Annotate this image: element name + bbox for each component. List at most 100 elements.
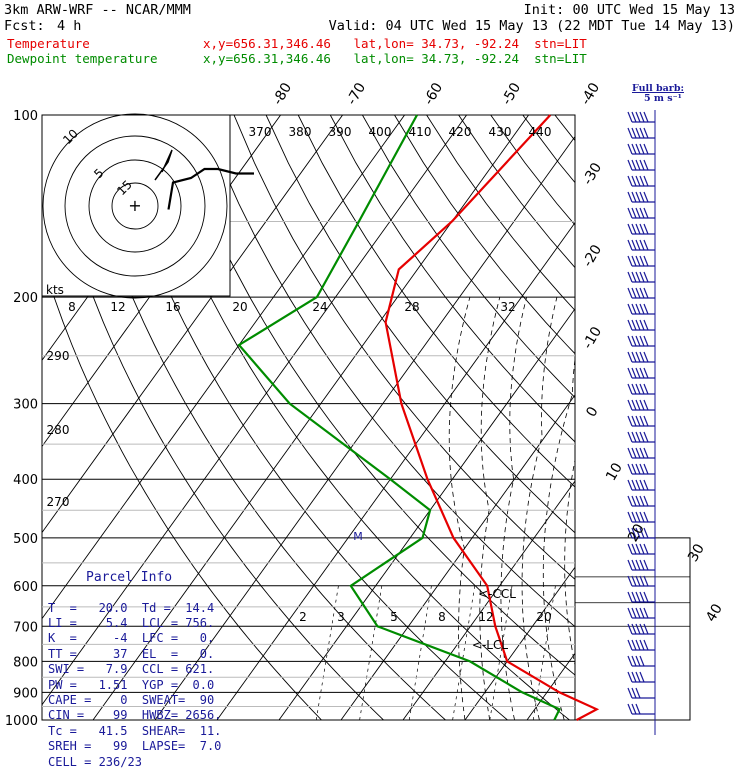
wind-barb-feather	[632, 224, 636, 234]
wind-barb-feather	[632, 592, 636, 602]
wind-barb-feather	[640, 496, 644, 506]
wind-barb-feather	[644, 416, 648, 426]
theta-e-label: 28	[404, 300, 419, 314]
wind-barb-feather	[644, 128, 648, 138]
mixing-ratio-label: 3	[337, 610, 345, 624]
wind-barb-feather	[636, 256, 640, 266]
dry-adiabat-line	[362, 115, 740, 720]
pressure-tick-label: 300	[13, 398, 38, 413]
dry-adiabat-line	[459, 115, 740, 720]
temperature-axis-label: 0	[583, 404, 601, 420]
dry-adiabat-line	[170, 115, 632, 720]
wind-barb-feather	[644, 240, 648, 250]
mixing-ratio-line	[453, 586, 475, 720]
wind-barb-feather	[632, 304, 636, 314]
wind-barb-feather	[644, 592, 648, 602]
dry-adiabat-line	[683, 115, 740, 720]
wind-barb-feather	[628, 192, 632, 202]
wind-barb-feather	[636, 336, 640, 346]
wind-barb	[628, 432, 655, 442]
wind-barb-feather	[636, 640, 640, 650]
theta-e-label: 16	[165, 300, 180, 314]
wind-barb-feather	[636, 192, 640, 202]
temperature-axis-label: -20	[580, 242, 605, 270]
wind-barb-feather	[632, 512, 636, 522]
wind-barb-feather	[640, 416, 644, 426]
sounding-curves	[239, 115, 597, 720]
wind-barb-feather	[640, 560, 644, 570]
wind-barb	[628, 512, 655, 522]
theta-e-label: 32	[500, 300, 515, 314]
moist-adiabat-line	[480, 297, 500, 720]
temperature-axis-label: -70	[344, 80, 369, 108]
theta-label: 420	[449, 125, 472, 139]
wind-barb-feather	[640, 128, 644, 138]
wind-barb-feather	[644, 208, 648, 218]
wind-barb-feather	[636, 304, 640, 314]
dry-adiabat-line	[330, 115, 740, 720]
wind-barb-feather	[628, 336, 632, 346]
wind-barb	[628, 592, 655, 602]
wind-barb	[628, 320, 655, 330]
wind-barb	[628, 656, 655, 666]
wind-barb-feather	[636, 576, 640, 586]
wind-barb-feather	[628, 464, 632, 474]
wind-barb-feather	[644, 432, 648, 442]
wind-barb-feather	[632, 544, 636, 554]
dry-adiabat-line	[523, 115, 740, 720]
wind-barb-feather	[632, 256, 636, 266]
lcl-marker: <-LCL	[472, 638, 508, 652]
wind-barb-feather	[644, 304, 648, 314]
wind-barb-feather	[640, 592, 644, 602]
wind-barb-feather	[628, 576, 632, 586]
wind-barb-feather	[628, 672, 632, 682]
wind-barb	[628, 160, 655, 170]
wind-barb-feather	[644, 480, 648, 490]
mixing-ratio-label: 2	[299, 610, 307, 624]
wind-barb-feather	[640, 144, 644, 154]
wind-barb-feather	[628, 480, 632, 490]
wind-barb-feather	[636, 384, 640, 394]
wind-barb-feather	[640, 112, 644, 122]
wind-barb-feather	[632, 560, 636, 570]
wind-barb-feather	[632, 288, 636, 298]
wind-barb-feather	[640, 672, 644, 682]
theta-label-side: 270	[47, 495, 70, 509]
wind-barb-feather	[632, 160, 636, 170]
wind-barb	[628, 464, 655, 474]
wind-barb-feather	[628, 640, 632, 650]
pressure-tick-label: 900	[13, 686, 38, 701]
wind-barb-feather	[628, 256, 632, 266]
theta-label-side: 290	[47, 349, 70, 363]
pressure-tick-label: 1000	[5, 714, 38, 729]
wind-barb-feather	[640, 208, 644, 218]
wind-barb-feather	[640, 368, 644, 378]
wind-barb-feather	[640, 480, 644, 490]
wind-barb-feather	[644, 512, 648, 522]
wind-barb-feather	[640, 320, 644, 330]
skew-extension-outline	[575, 538, 690, 720]
mixing-ratio-label: 5	[390, 610, 398, 624]
wind-barb-feather	[636, 496, 640, 506]
wind-barb-feather	[636, 560, 640, 570]
parcel-info-row: PW = 1.51 YGP = 0.0	[48, 678, 221, 693]
dry-adiabat-line	[395, 115, 740, 720]
wind-barb-feather	[636, 656, 640, 666]
theta-e-label: 12	[110, 300, 125, 314]
wind-barb	[628, 416, 655, 426]
parcel-info-row: SREH = 99 LAPSE= 7.0	[48, 739, 221, 754]
parcel-info-row: LI = 5.4 LCL = 756.	[48, 616, 221, 631]
wind-barb	[628, 400, 655, 410]
isotherm-line	[403, 115, 740, 720]
parcel-info-row: CELL = 236/23	[48, 755, 221, 770]
wind-barb-feather	[640, 576, 644, 586]
wind-barb-feather	[632, 144, 636, 154]
wind-barb-feather	[628, 704, 632, 714]
wind-barb-feather	[632, 128, 636, 138]
parcel-info-row: T = 20.0 Td = 14.4	[48, 601, 221, 616]
mixing-ratio-line	[409, 586, 431, 720]
wind-barb-column	[628, 110, 655, 735]
wind-barb-feather	[640, 608, 644, 618]
wind-barb	[628, 112, 655, 122]
